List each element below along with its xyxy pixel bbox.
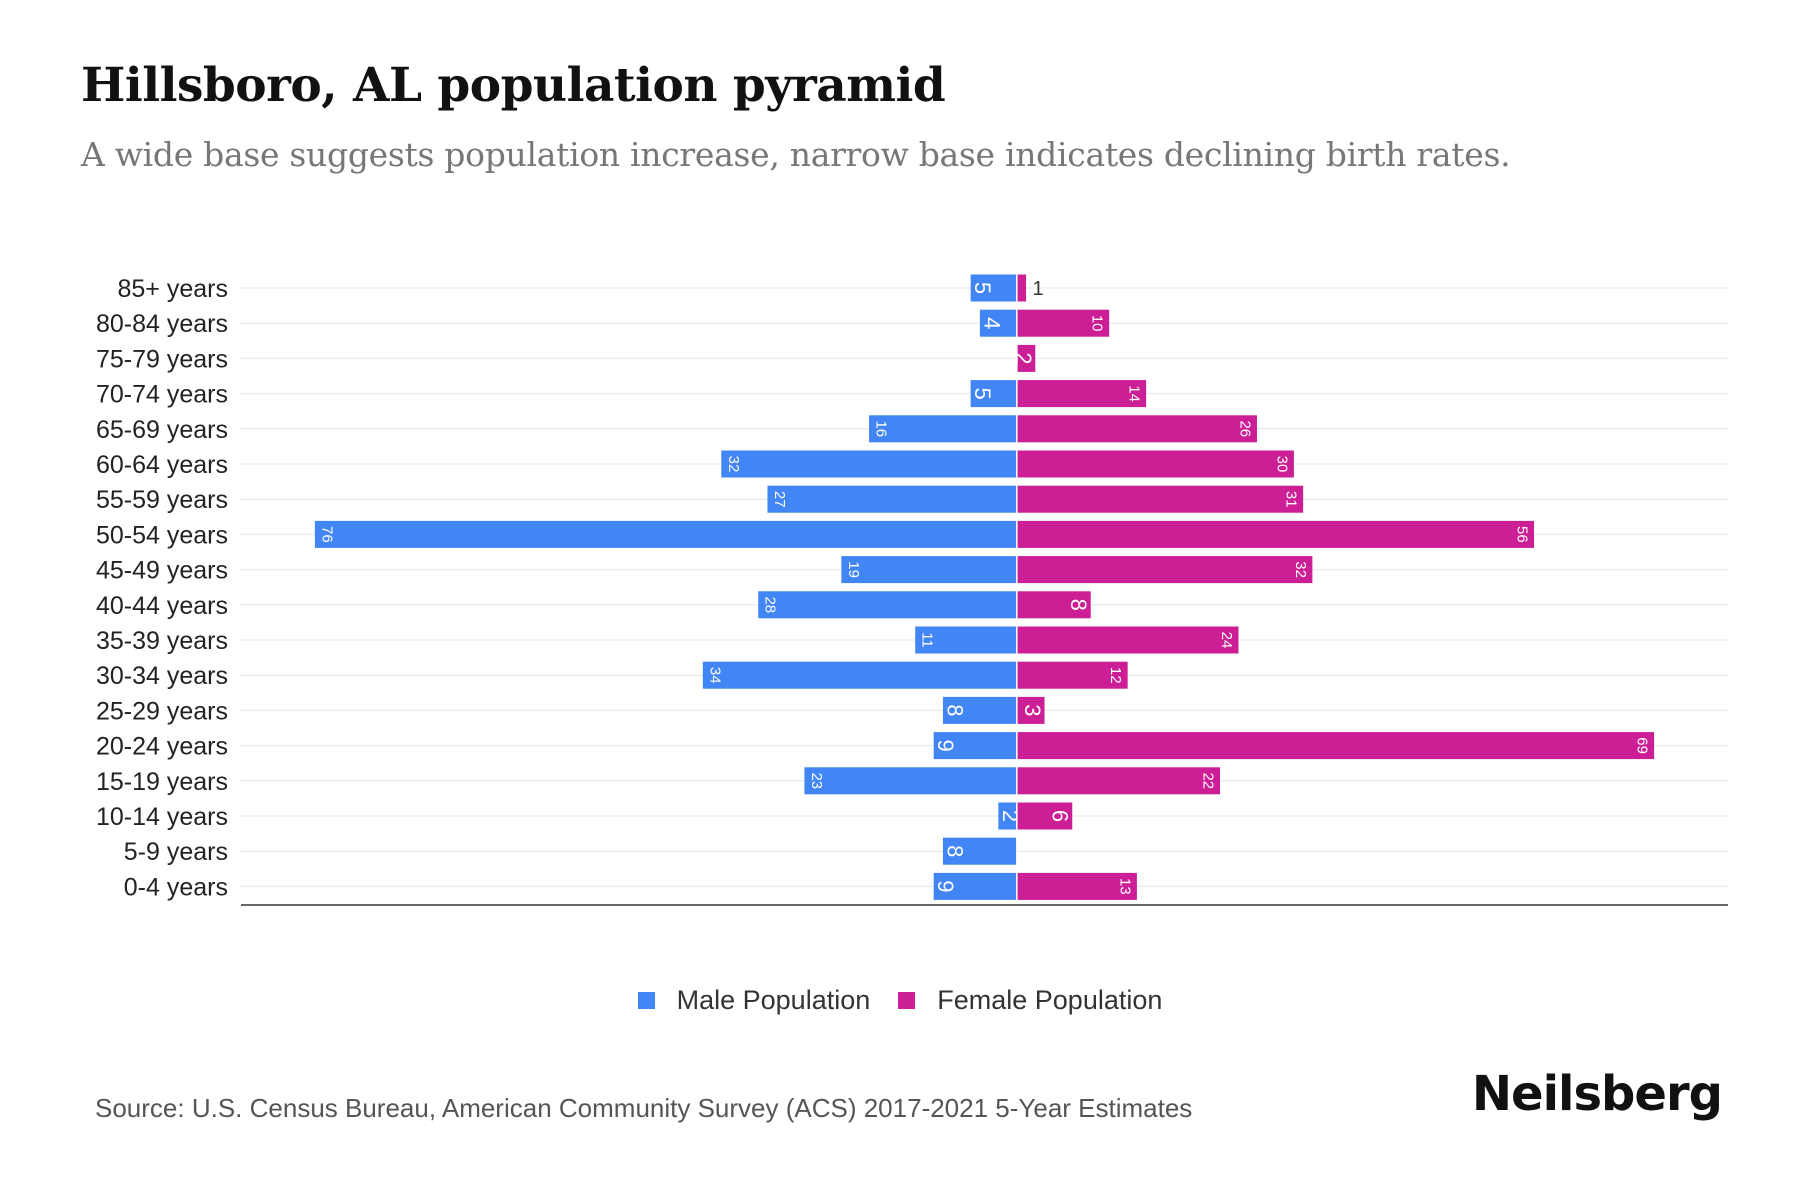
female-bar [1016,661,1128,689]
age-group-label: 45-49 years [96,557,228,585]
female-bar [1016,767,1221,795]
female-value-label: 1 [1032,278,1043,300]
female-bar [1016,696,1045,724]
age-group-label: 75-79 years [96,345,228,373]
male-value-label: 32 [725,456,742,473]
age-group-label: 60-64 years [96,451,228,479]
female-value-label: 2 [1011,352,1036,364]
female-bar [1016,415,1257,443]
male-value-label: 27 [771,491,788,508]
age-group-label: 35-39 years [96,627,228,655]
female-bar [1016,274,1027,302]
age-group-label: 15-19 years [96,768,228,796]
age-group-label: 30-34 years [96,662,228,690]
female-value-label: 6 [1048,810,1073,822]
female-value-label: 31 [1283,491,1300,508]
female-bar [1016,485,1304,513]
female-bar [1016,344,1036,372]
female-value-label: 69 [1634,737,1651,754]
female-value-label: 14 [1126,385,1143,402]
male-value-label: 23 [808,772,825,789]
chart-subtitle: A wide base suggests population increase… [81,135,1511,174]
male-value-label: 19 [845,561,862,578]
male-bar [758,591,1017,619]
female-value-label: 8 [1066,599,1091,611]
male-bar [915,626,1017,654]
population-pyramid-chart: 85+ years 80-84 years 75-79 years 70-74 yea… [96,272,1728,906]
male-bar [314,520,1017,548]
female-bar [1016,732,1655,760]
female-bar [1016,520,1535,548]
male-value-label: 9 [933,739,958,751]
female-value-label: 32 [1292,561,1309,578]
legend-swatch-male [637,992,655,1009]
female-bar [1016,626,1239,654]
age-group-label: 0-4 years [124,873,228,901]
source-note: Source: U.S. Census Bureau, American Com… [95,1093,1193,1123]
male-bar [721,450,1017,478]
legend-swatch-female [898,992,916,1009]
male-bar [767,485,1017,513]
male-bar [979,309,1017,337]
age-group-label: 80-84 years [96,310,228,338]
age-group-label: 40-44 years [96,592,228,620]
female-bar [1016,872,1137,900]
age-group-label: 65-69 years [96,416,228,444]
male-value-label: 5 [970,387,995,399]
male-bar [970,274,1017,302]
age-group-label: 25-29 years [96,697,228,725]
female-value-label: 22 [1200,772,1217,789]
legend-item-female[interactable]: Female Population [898,985,1162,1016]
female-bar [1016,380,1147,408]
male-bar [841,556,1017,584]
female-value-label: 12 [1107,667,1124,684]
female-value-label: 24 [1218,632,1235,649]
legend-label-female: Female Population [937,985,1163,1015]
age-group-label: 10-14 years [96,803,228,831]
male-bar [942,837,1017,865]
male-value-label: 28 [762,596,779,613]
male-value-label: 16 [873,420,890,437]
female-bar [1016,802,1073,830]
male-value-label: 34 [706,667,723,684]
age-group-label: 50-54 years [96,521,228,549]
chart-legend: Male Population Female Population [0,985,1800,1016]
male-bar [998,802,1017,830]
male-bar [869,415,1017,443]
male-value-label: 9 [933,880,958,892]
age-group-label: 5-9 years [124,838,228,866]
legend-label-male: Male Population [676,985,871,1015]
female-bar [1016,309,1110,337]
female-value-label: 10 [1089,315,1106,332]
male-value-label: 8 [942,845,967,857]
female-value-label: 13 [1116,878,1133,895]
age-group-label: 20-24 years [96,733,228,761]
male-value-label: 11 [919,632,936,648]
male-bar [933,732,1017,760]
female-value-label: 26 [1236,420,1253,437]
male-bar [942,696,1017,724]
male-bar [702,661,1017,689]
male-value-label: 5 [970,282,995,294]
female-value-label: 30 [1273,456,1290,473]
chart-title: Hillsboro, AL population pyramid [81,58,946,113]
age-group-label: 70-74 years [96,381,228,409]
male-bar [804,767,1017,795]
male-value-label: 4 [979,317,1004,329]
female-bar [1016,591,1091,619]
male-value-label: 76 [318,526,335,543]
male-value-label: 8 [942,704,967,716]
female-bar [1016,556,1313,584]
female-value-label: 56 [1514,526,1531,543]
age-group-label: 55-59 years [96,486,228,514]
male-bar [933,872,1017,900]
age-group-label: 85+ years [118,275,229,303]
female-bar [1016,450,1294,478]
male-bar [970,380,1017,408]
female-value-label: 3 [1020,704,1045,716]
legend-item-male[interactable]: Male Population [637,985,871,1016]
brand-logo: Neilsberg [1471,1066,1723,1122]
